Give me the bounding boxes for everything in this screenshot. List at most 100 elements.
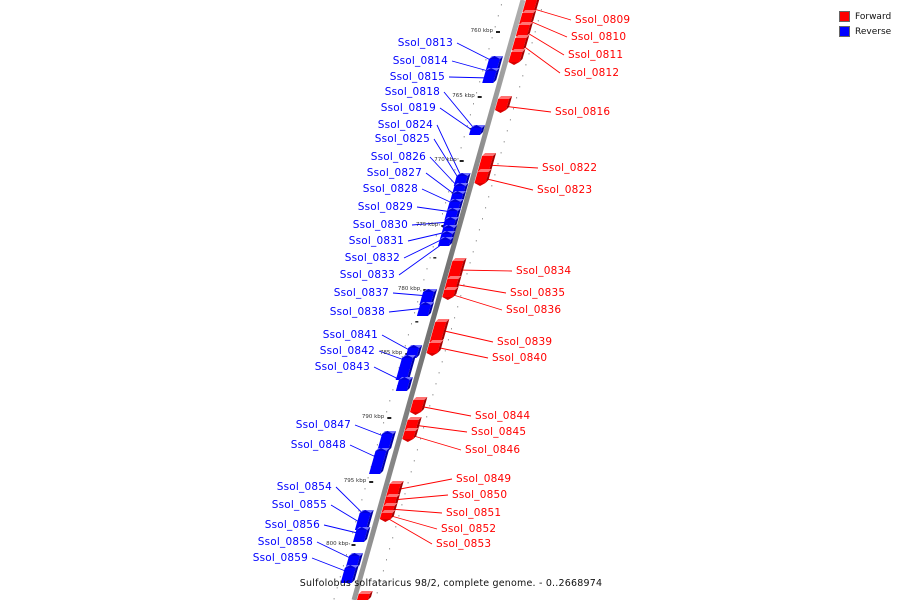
forward-gene-label: Ssol_0849	[456, 473, 511, 485]
forward-gene-label: Ssol_0846	[465, 444, 520, 456]
leader-line	[448, 76, 491, 79]
minor-dot	[528, 53, 530, 55]
reverse-gene	[438, 237, 454, 246]
tick-label: 795 kbp	[344, 478, 367, 484]
minor-dot	[432, 246, 434, 248]
gene-side-face	[533, 0, 540, 12]
gene-side-face	[440, 319, 450, 342]
reverse-gene-label: Ssol_0815	[390, 71, 445, 83]
gene-side-face	[351, 565, 359, 583]
forward-gene-body	[386, 484, 401, 497]
minor-dot	[413, 460, 415, 462]
gene-side-face	[388, 431, 396, 451]
forward-gene-label: Ssol_0834	[516, 265, 571, 277]
gene-top-face	[407, 417, 422, 420]
minor-dot	[478, 229, 480, 231]
reverse-gene-body	[353, 530, 368, 542]
leader-line	[316, 541, 355, 561]
minor-dot	[531, 42, 533, 44]
gene-side-face	[427, 302, 434, 316]
minor-dot	[420, 438, 421, 440]
minor-dot	[379, 581, 381, 583]
reverse-gene	[377, 431, 396, 451]
leader-line	[392, 494, 449, 501]
gene-top-face	[429, 340, 444, 343]
minor-dot	[500, 4, 502, 6]
minor-dot	[525, 64, 527, 66]
tick-mark	[351, 544, 356, 546]
leader-line	[323, 524, 362, 535]
forward-gene-label: Ssol_0851	[446, 507, 501, 519]
leader-line	[435, 346, 489, 359]
minor-dot	[367, 477, 369, 479]
tick-label: 775 kbp	[416, 222, 439, 228]
gene-arrowhead	[443, 225, 455, 228]
minor-dot	[426, 416, 428, 418]
minor-dot	[407, 334, 409, 336]
leader-line	[413, 424, 468, 433]
minor-dot	[503, 141, 505, 143]
minor-dot	[395, 378, 397, 380]
minor-dot	[466, 273, 468, 275]
minor-dot	[494, 174, 496, 176]
reverse-gene-label: Ssol_0832	[345, 252, 400, 264]
minor-dot	[494, 26, 496, 28]
leader-line	[418, 405, 472, 417]
gene-side-face	[415, 417, 422, 431]
reverse-gene	[395, 355, 416, 380]
reverse-gene-label: Ssol_0826	[371, 151, 426, 163]
gene-side-face	[522, 35, 530, 50]
minor-dot	[423, 427, 425, 429]
reverse-gene-label: Ssol_0847	[296, 419, 351, 431]
gene-arrowhead	[439, 237, 451, 240]
forward-gene-label: Ssol_0822	[542, 162, 597, 174]
reverse-gene-label: Ssol_0813	[398, 37, 453, 49]
minor-dot	[476, 92, 478, 94]
minor-dot	[342, 565, 344, 567]
minor-dot	[355, 521, 357, 523]
reverse-gene-body	[419, 292, 435, 305]
gene-side-face	[413, 428, 419, 439]
forward-gene-body	[477, 156, 494, 172]
minor-dot	[429, 257, 431, 259]
minor-dot	[438, 372, 440, 374]
gene-side-face	[416, 345, 423, 358]
minor-dot	[519, 86, 521, 88]
forward-gene-label: Ssol_0836	[506, 304, 561, 316]
forward-gene-label: Ssol_0812	[564, 67, 619, 79]
forward-gene	[357, 591, 373, 600]
gene-arrowhead	[456, 173, 468, 176]
minor-dot	[407, 482, 409, 484]
minor-dot	[460, 147, 462, 149]
legend-reverse-label: Reverse	[855, 26, 892, 37]
minor-dot	[423, 279, 425, 281]
gene-arrowhead	[454, 183, 466, 186]
minor-dot	[491, 185, 493, 187]
tick-mark	[477, 96, 482, 98]
leader-line	[520, 43, 561, 74]
reverse-gene	[482, 68, 500, 83]
gene-top-face	[515, 35, 530, 38]
leader-line	[443, 91, 476, 131]
tick-mark	[459, 160, 464, 162]
minor-dot	[497, 163, 499, 165]
reverse-gene	[353, 527, 371, 542]
gene-side-face	[406, 355, 416, 380]
legend-forward-label: Forward	[855, 11, 892, 22]
minor-dot	[441, 361, 443, 363]
leader-line	[524, 30, 565, 56]
forward-gene	[426, 340, 444, 356]
gene-side-face	[488, 153, 497, 172]
reverse-gene-label: Ssol_0841	[323, 329, 378, 341]
reverse-swatch	[839, 26, 850, 37]
minor-dot	[389, 548, 391, 550]
tick-layer: 760 kbp 765 kbp 770 kbp 775 kbp 780 kbp 785 k…	[326, 28, 500, 579]
gene-side-face	[364, 527, 371, 542]
forward-gene-body	[402, 431, 416, 439]
minor-dot	[349, 543, 351, 545]
minor-dot	[392, 389, 394, 391]
gene-top-face	[358, 591, 373, 594]
reverse-gene-label: Ssol_0814	[393, 55, 448, 67]
gene-side-face	[380, 448, 390, 474]
dot-layer	[333, 4, 542, 600]
